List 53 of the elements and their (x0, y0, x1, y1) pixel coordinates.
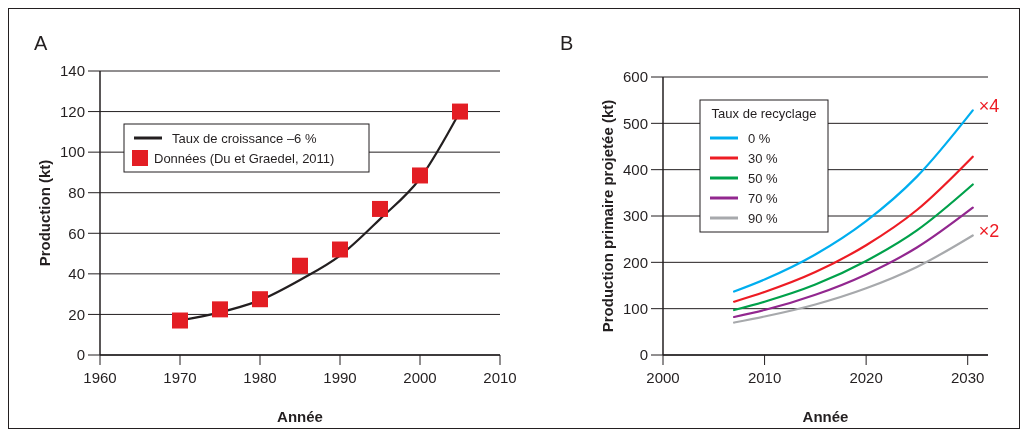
point (452, 103, 468, 120)
point (252, 291, 268, 308)
point (332, 241, 348, 258)
y-tick-label: 0 (76, 346, 85, 364)
y-tick-label: 200 (622, 253, 648, 271)
x-axis-title: Année (802, 408, 849, 425)
legend-label: 30 % (748, 150, 779, 166)
x-tick-label: 1960 (83, 369, 117, 386)
line-series (732, 206, 974, 319)
text: B (560, 32, 574, 54)
annotation: ×2 (978, 221, 1000, 242)
y-tick-label: 140 (59, 62, 85, 80)
y-tick-label: 100 (59, 143, 85, 161)
text: A (34, 32, 48, 54)
y-tick-label: 120 (59, 102, 85, 120)
legend-label: 50 % (748, 170, 779, 186)
legend-label: 70 % (748, 190, 779, 206)
point (172, 312, 188, 329)
y-axis-title: Production (kt) (36, 159, 53, 267)
y-tick-label: 40 (68, 265, 85, 283)
point (212, 301, 228, 318)
y-tick-label: 60 (68, 224, 85, 242)
x-tick-label: 1990 (323, 369, 357, 386)
legend-label: 90 % (748, 210, 779, 226)
point (372, 200, 388, 217)
y-tick-label: 20 (68, 305, 85, 323)
x-axis-title: Année (277, 408, 323, 425)
x-tick-label: 2000 (646, 369, 680, 386)
x-tick-label: 2020 (849, 369, 883, 386)
y-tick-label: 80 (68, 183, 85, 201)
legend-title: Taux de recyclage (711, 106, 817, 121)
legend-label: Taux de croissance –6 % (172, 130, 317, 146)
annotation: ×4 (978, 96, 1000, 117)
legend-label: Données (Du et Graedel, 2011) (154, 150, 335, 166)
x-tick-label: 2000 (403, 369, 437, 386)
x-tick-label: 2010 (483, 369, 517, 386)
line-series (732, 183, 974, 312)
y-tick-label: 600 (622, 68, 648, 86)
point (292, 257, 308, 274)
y-axis-title: Production primaire projetée (kt) (599, 99, 616, 333)
x-tick-label: 2010 (747, 369, 782, 386)
y-tick-label: 400 (622, 160, 648, 178)
legend-label: 0 % (748, 130, 771, 146)
point (412, 167, 428, 184)
line-series (732, 234, 974, 324)
x-tick-label: 1970 (163, 369, 197, 386)
y-tick-label: 500 (622, 114, 648, 132)
y-tick-label: 100 (622, 299, 648, 317)
y-tick-label: 300 (622, 207, 648, 225)
x-tick-label: 1980 (243, 369, 277, 386)
x-tick-label: 2030 (951, 369, 985, 386)
y-tick-label: 0 (639, 346, 648, 364)
line-series (732, 155, 974, 303)
